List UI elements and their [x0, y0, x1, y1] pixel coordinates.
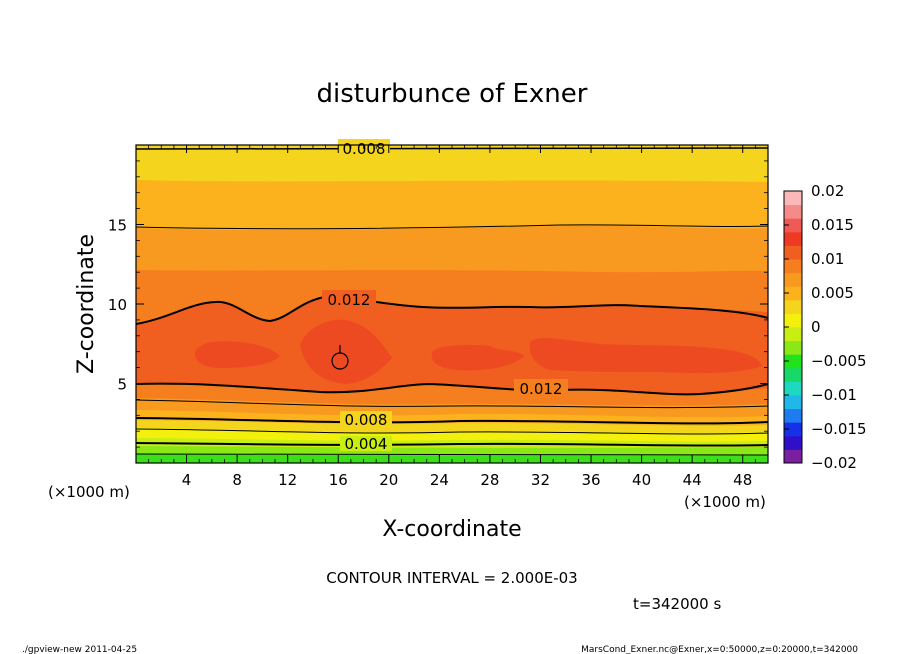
colorbar-segment: [784, 259, 802, 274]
colorbar-tick-label: 0.005: [811, 284, 854, 302]
band-red-blob-left: [194, 341, 280, 368]
contour-label-1: 0.012: [322, 290, 376, 309]
x-tick-label: 32: [531, 471, 550, 489]
x-tick-label: 36: [581, 471, 600, 489]
band-red-blob-right2: [529, 338, 762, 374]
y-axis-title: Z-coordinate: [74, 234, 99, 374]
svg-text:0.008: 0.008: [343, 140, 386, 158]
x-tick-label: 4: [182, 471, 192, 489]
colorbar-segment: [784, 191, 802, 206]
contour-line-thin-3: [136, 428, 768, 435]
colorbar-ticks: 0.02 0.015 0.01 0.005 0 −0.005 −0.01 −0.015 −0.0…: [784, 182, 867, 472]
x-tick-label: 8: [232, 471, 242, 489]
chart-title: disturbunce of Exner: [317, 79, 588, 109]
time-text: t=342000 s: [633, 595, 721, 613]
colorbar-tick-label: 0.02: [811, 182, 844, 200]
colorbar-segment: [784, 422, 802, 437]
x-tick-label: 44: [683, 471, 702, 489]
y-tick-label: 15: [108, 217, 127, 235]
colorbar-segment: [784, 327, 802, 342]
contour-line-012-lower: [136, 382, 768, 396]
colorbar-segment: [784, 231, 802, 246]
contour-label-0: 0.008: [338, 139, 390, 158]
contour-line-thin-1: [136, 224, 768, 230]
x-tick-label: 28: [480, 471, 499, 489]
colorbar-segment: [784, 299, 802, 314]
contour-line-top: [136, 147, 768, 150]
colorbar-tick-label: −0.015: [811, 420, 867, 438]
colorbar-segment: [784, 245, 802, 260]
colorbar-segment: [784, 449, 802, 464]
y-axis: 5 10 15: [108, 160, 768, 448]
max-marker: [331, 345, 349, 370]
colorbar-segment: [784, 381, 802, 396]
x-tick-label: 24: [430, 471, 449, 489]
x-unit-left: (×1000 m): [48, 483, 130, 501]
x-tick-label: 48: [733, 471, 752, 489]
contour-line-012-upper: [136, 294, 768, 325]
colorbar-segment: [784, 286, 802, 301]
svg-text:0.012: 0.012: [520, 380, 563, 398]
contour-line-thin-2: [136, 399, 768, 409]
x-tick-label: 12: [278, 471, 297, 489]
colorbar-tick-label: 0.015: [811, 216, 854, 234]
colorbar: [783, 190, 803, 464]
colorbar-segment: [784, 435, 802, 450]
y-tick-label: 10: [108, 296, 127, 314]
colorbar-tick-label: −0.02: [811, 454, 857, 472]
colorbar-tick-label: −0.005: [811, 352, 867, 370]
footer-left: ./gpview-new 2011-04-25: [22, 645, 137, 654]
x-unit-right: (×1000 m): [684, 493, 766, 511]
contour-line-008: [136, 417, 768, 425]
colorbar-segment: [784, 218, 802, 233]
colorbar-segment: [784, 313, 802, 328]
contour-label-3: 0.008: [340, 411, 392, 429]
svg-text:0.012: 0.012: [328, 291, 371, 309]
x-axis-title: X-coordinate: [382, 517, 521, 542]
colorbar-tick-label: 0.01: [811, 250, 844, 268]
band-red-blob-center: [300, 319, 392, 384]
footer-right: MarsCond_Exner.nc@Exner,x=0:50000,z=0:20…: [581, 645, 858, 654]
contour-interval-text: CONTOUR INTERVAL = 2.000E-03: [326, 569, 577, 587]
contour-label-4: 0.004: [340, 435, 392, 453]
svg-text:0.008: 0.008: [345, 411, 388, 429]
colorbar-segment: [784, 395, 802, 410]
plot-area: [136, 145, 768, 463]
contour-line-004: [136, 442, 768, 447]
x-tick-label: 40: [632, 471, 651, 489]
colorbar-segment: [784, 272, 802, 287]
colorbar-segment: [784, 367, 802, 382]
x-tick-label: 16: [329, 471, 348, 489]
x-axis: 4 8 12 16 20 24 28 32 36 40 44 48: [148, 145, 756, 489]
band-green: [136, 454, 768, 463]
colorbar-segment: [784, 408, 802, 423]
colorbar-tick-label: 0: [811, 318, 821, 336]
colorbar-segment: [784, 354, 802, 369]
colorbar-tick-label: −0.01: [811, 386, 857, 404]
x-tick-label: 20: [379, 471, 398, 489]
y-tick-label: 5: [117, 376, 127, 394]
contour-label-2: 0.012: [514, 379, 568, 398]
svg-text:0.004: 0.004: [345, 435, 388, 453]
band-red-blob-right1: [431, 344, 525, 371]
colorbar-segment: [784, 204, 802, 219]
colorbar-segment: [784, 340, 802, 355]
